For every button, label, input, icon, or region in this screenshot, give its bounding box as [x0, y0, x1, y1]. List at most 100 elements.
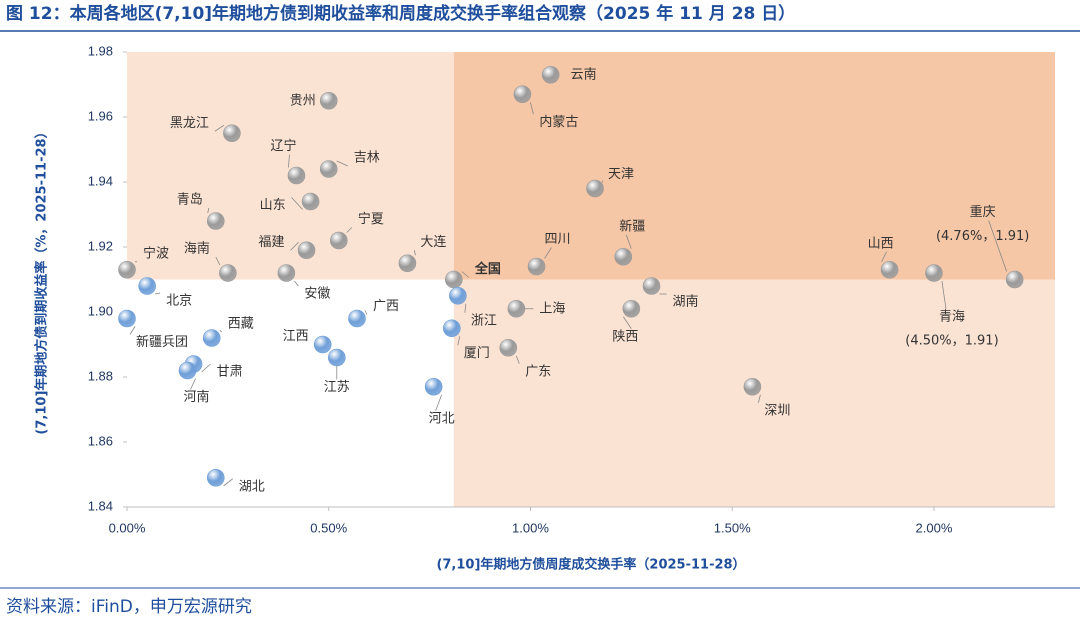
- point-label: 青海: [939, 310, 965, 325]
- point-label: 广东: [525, 364, 551, 379]
- point-label: 重庆: [970, 204, 996, 220]
- point-annotation: (4.50%，1.91): [905, 334, 998, 349]
- leader-line: [290, 241, 299, 251]
- point-label: 厦门: [464, 346, 490, 361]
- point-label: 天津: [608, 167, 634, 182]
- quadrant-upper-right: [453, 52, 1055, 280]
- point-label: 四川: [545, 232, 571, 247]
- data-point: [527, 257, 546, 276]
- leader-line: [515, 355, 520, 364]
- leader-line: [190, 378, 196, 390]
- source-note: 资料来源：iFinD，申万宏源研究: [6, 597, 252, 617]
- y-tick-label: 1.92: [88, 238, 113, 253]
- leader-line: [457, 336, 461, 346]
- data-point: [319, 91, 338, 110]
- point-label: 新疆: [619, 218, 645, 234]
- point-label: 宁夏: [358, 211, 384, 227]
- data-point: [507, 299, 526, 318]
- y-tick-label: 1.90: [88, 303, 113, 318]
- point-label: 黑龙江: [170, 116, 209, 131]
- leader-line: [364, 310, 368, 315]
- data-point: [206, 212, 225, 230]
- data-point: [614, 247, 633, 266]
- point-label: 福建: [259, 235, 285, 250]
- data-point: [424, 377, 443, 396]
- point-label: 湖南: [673, 294, 699, 310]
- point-label: 广西: [373, 299, 399, 314]
- data-point: [348, 309, 366, 328]
- point-label: 宁波: [143, 245, 169, 261]
- quadrant-upper-left: [127, 52, 454, 280]
- y-axis-title: (7,10]年期地方债到期收益率（%，2025-11-28）: [34, 125, 50, 434]
- y-tick-label: 1.86: [88, 433, 113, 448]
- data-point: [513, 85, 532, 104]
- data-point: [223, 124, 241, 143]
- point-label: 浙江: [471, 313, 497, 328]
- point-label: 贵州: [290, 93, 316, 108]
- x-tick-label: 1.00%: [512, 520, 549, 535]
- leader-line: [435, 394, 443, 411]
- chart-title: 图 12：本周各地区(7,10]年期地方债到期收益率和周度成交换手率组合观察（2…: [6, 3, 795, 24]
- data-point: [178, 361, 197, 380]
- leader-line: [758, 394, 761, 403]
- point-label: 江西: [283, 329, 309, 344]
- leader-line: [414, 250, 416, 256]
- point-annotation: (4.76%，1.91): [936, 229, 1029, 244]
- leader-line: [941, 280, 947, 310]
- point-label: 青岛: [177, 192, 203, 208]
- x-tick-label: 0.00%: [109, 520, 146, 535]
- data-point: [202, 329, 221, 347]
- point-label: 西藏: [228, 317, 254, 332]
- data-point: [319, 160, 338, 178]
- data-point: [313, 335, 332, 354]
- leader-line: [207, 207, 210, 214]
- data-point: [398, 254, 417, 273]
- data-point: [330, 231, 348, 250]
- data-point: [925, 264, 943, 282]
- point-label: 安徽: [304, 287, 330, 302]
- data-point: [449, 286, 467, 305]
- data-point: [642, 277, 661, 295]
- plot-area: 1.84 1.86 1.88 1.90 1.92 1.94 1.96 1.98 0.00% 0.5…: [88, 43, 1055, 535]
- point-label: 江苏: [324, 379, 350, 395]
- point-label: 河北: [429, 411, 455, 426]
- data-point: [445, 270, 463, 289]
- data-point: [277, 264, 296, 282]
- y-tick-label: 1.84: [88, 498, 113, 513]
- point-label: 河南: [184, 389, 210, 405]
- x-axis-title: (7,10]年期地方债周度成交换手率（2025-11-28）: [436, 557, 745, 573]
- point-label: 山东: [260, 198, 286, 213]
- y-tick-label: 1.96: [88, 108, 113, 123]
- data-point: [499, 338, 518, 357]
- leader-line: [988, 220, 1008, 272]
- data-point: [118, 309, 136, 328]
- point-label: 全国: [474, 261, 501, 277]
- leader-line: [223, 478, 234, 487]
- x-tick-label: 1.50%: [714, 520, 751, 535]
- data-point: [880, 260, 899, 279]
- point-label: 陕西: [612, 329, 638, 344]
- y-tick-label: 1.98: [88, 43, 113, 58]
- point-label: 海南: [184, 241, 210, 257]
- point-label: 辽宁: [270, 138, 296, 154]
- leader-line: [215, 256, 221, 266]
- leader-line: [625, 234, 632, 249]
- leader-line: [155, 292, 161, 295]
- point-label: 新疆兵团: [136, 334, 188, 350]
- data-point: [328, 348, 346, 367]
- data-point: [301, 192, 320, 211]
- leader-line: [129, 326, 136, 335]
- point-label: 山西: [868, 236, 894, 251]
- data-point: [541, 65, 560, 84]
- leader-line: [601, 180, 604, 183]
- leader-line: [623, 316, 632, 329]
- leader-line: [346, 227, 353, 233]
- leader-line: [288, 154, 290, 168]
- point-label: 内蒙古: [539, 114, 578, 130]
- data-point: [118, 260, 136, 279]
- leader-line: [294, 280, 299, 287]
- leader-line: [461, 271, 470, 278]
- point-label: 深圳: [764, 403, 790, 418]
- data-point: [297, 241, 316, 260]
- y-tick-label: 1.94: [88, 173, 113, 188]
